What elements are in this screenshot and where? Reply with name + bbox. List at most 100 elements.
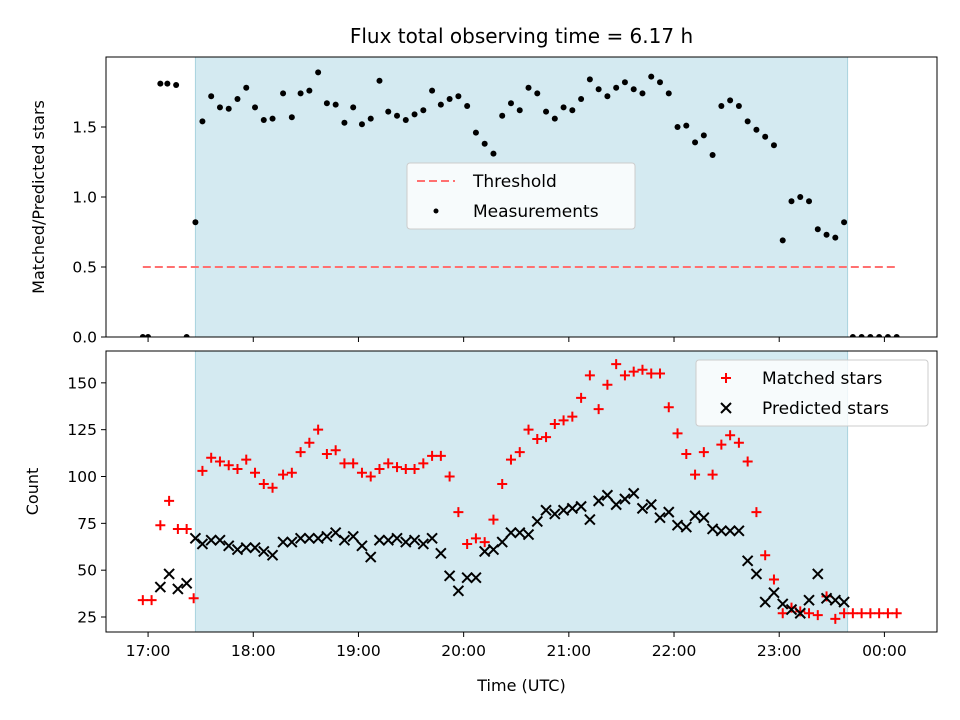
x-tick-label: 00:00 (862, 642, 907, 660)
predicted-point (426, 532, 438, 545)
predicted-point (443, 570, 456, 582)
measurement-point (420, 107, 427, 114)
measurement-point (350, 104, 357, 111)
measurement-point (358, 121, 365, 128)
measurement-point (841, 219, 848, 226)
predicted-point (785, 603, 798, 616)
matched-point (681, 449, 692, 460)
predicted-point (794, 607, 806, 619)
matched-point (874, 608, 885, 619)
predicted-point (610, 498, 622, 511)
measurement-point (367, 115, 374, 122)
matched-point (839, 608, 850, 619)
matched-point (602, 379, 613, 390)
legend-label: Threshold (472, 172, 557, 192)
predicted-point (575, 500, 587, 513)
matched-point (821, 591, 832, 602)
measurement-point (288, 114, 295, 121)
matched-point (488, 514, 499, 525)
matched-point (663, 402, 674, 413)
predicted-point (249, 541, 261, 554)
matched-point (267, 482, 278, 493)
matched-point (356, 467, 367, 478)
measurement-point (394, 112, 401, 119)
predicted-point (706, 523, 719, 535)
predicted-point (733, 525, 745, 537)
measurement-point (595, 86, 602, 93)
y-axis-label: Matched/Predicted stars (29, 100, 48, 294)
measurement-point (823, 231, 830, 238)
measurement-point (481, 140, 488, 147)
predicted-point (286, 536, 298, 548)
matched-point (628, 366, 639, 377)
x-tick-label: 17:00 (126, 642, 171, 660)
predicted-point (698, 512, 710, 524)
matched-point (427, 450, 438, 461)
predicted-point (715, 525, 728, 537)
x-tick-label: 20:00 (441, 642, 486, 660)
predicted-point (803, 594, 815, 606)
predicted-point (680, 521, 693, 533)
series-x (154, 487, 850, 619)
matched-point (804, 608, 815, 619)
measurement-point (297, 90, 304, 97)
matched-point (172, 523, 183, 534)
predicted-point (154, 581, 167, 593)
measurement-point (280, 90, 287, 97)
matched-point (505, 454, 516, 465)
matched-point (558, 415, 569, 426)
legend-box (695, 359, 929, 427)
matched-point (146, 595, 157, 606)
matched-point (611, 359, 622, 370)
predicted-point (435, 547, 447, 560)
matched-point (637, 364, 648, 375)
matched-point (523, 424, 534, 435)
predicted-point (231, 543, 244, 556)
predicted-point (505, 527, 517, 539)
measurement-point (849, 334, 856, 337)
measurement-point (243, 84, 250, 91)
matched-point (479, 537, 490, 548)
measurement-point (385, 108, 392, 115)
predicted-point (566, 502, 579, 515)
measurement-point (164, 80, 171, 87)
predicted-point (461, 571, 473, 584)
measurement-point (145, 334, 152, 337)
matched-point (206, 452, 217, 463)
matched-point (891, 608, 902, 619)
measurement-point (779, 237, 786, 244)
matched-point (365, 471, 376, 482)
matched-point (304, 437, 315, 448)
matched-point (619, 370, 630, 381)
matched-point (155, 520, 166, 531)
measurement-point (630, 86, 637, 93)
y-tick-label: 75 (77, 515, 97, 533)
measurement-point (252, 104, 259, 111)
matched-point (453, 507, 464, 518)
y-tick-label: 1.5 (72, 119, 97, 137)
predicted-point (258, 545, 270, 558)
predicted-point (741, 555, 754, 567)
measurement-point (464, 103, 471, 109)
predicted-point (654, 512, 666, 524)
predicted-point (829, 594, 842, 606)
predicted-point (838, 596, 850, 608)
predicted-point (812, 568, 824, 580)
matched-point (830, 613, 841, 624)
measurement-point (683, 122, 690, 129)
matched-point (435, 450, 446, 461)
x-tick-label: 23:00 (757, 642, 802, 660)
measurement-point (199, 118, 206, 125)
matched-point (214, 456, 225, 467)
matched-point (462, 538, 473, 549)
y-tick-label: 0.5 (72, 259, 97, 277)
predicted-point (549, 508, 561, 520)
matched-point (751, 507, 762, 518)
predicted-point (671, 519, 684, 531)
predicted-point (496, 536, 508, 548)
predicted-point (180, 577, 193, 590)
measurement-point (208, 93, 215, 100)
y-tick-label: 150 (67, 374, 97, 392)
matched-point (295, 447, 306, 458)
